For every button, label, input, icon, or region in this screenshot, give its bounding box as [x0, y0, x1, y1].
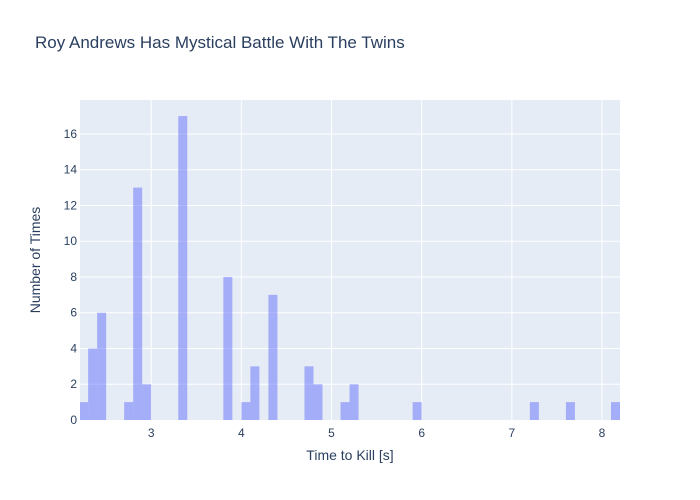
histogram-bar — [97, 312, 107, 420]
histogram-bar — [349, 384, 359, 420]
plot-background — [80, 100, 620, 420]
histogram-bar — [250, 366, 260, 420]
histogram-bar — [142, 384, 152, 420]
x-tick-label: 7 — [508, 426, 515, 440]
x-tick-label: 4 — [238, 426, 245, 440]
histogram-bar — [313, 384, 323, 420]
histogram-bar — [340, 402, 350, 420]
y-tick-label: 8 — [70, 270, 77, 284]
y-axis-ticks: 0 2 4 6 8 10 12 14 16 — [64, 127, 78, 427]
histogram-bar — [304, 366, 314, 420]
histogram-bar — [223, 276, 233, 420]
histogram-bar — [80, 402, 89, 420]
histogram-bar — [88, 348, 98, 420]
histogram-bar — [241, 402, 251, 420]
x-axis-title: Time to Kill [s] — [306, 447, 393, 463]
histogram-bar — [268, 294, 278, 420]
histogram-bar — [133, 187, 143, 420]
bars — [80, 116, 620, 420]
x-tick-label: 8 — [599, 426, 606, 440]
x-tick-label: 3 — [148, 426, 155, 440]
histogram-bar — [178, 116, 188, 420]
grid-lines — [80, 100, 620, 420]
y-tick-label: 2 — [70, 377, 77, 391]
y-tick-label: 4 — [70, 341, 77, 355]
histogram-bar — [529, 402, 539, 420]
histogram-bar — [412, 402, 422, 420]
x-tick-label: 6 — [418, 426, 425, 440]
x-tick-label: 5 — [328, 426, 335, 440]
histogram-bar — [124, 402, 134, 420]
y-tick-label: 10 — [64, 234, 78, 248]
x-axis-ticks: 3 4 5 6 7 8 — [148, 426, 606, 440]
y-tick-label: 6 — [70, 306, 77, 320]
y-axis-title: Number of Times — [27, 207, 43, 314]
histogram-bar — [565, 402, 575, 420]
chart-title: Roy Andrews Has Mystical Battle With The… — [35, 33, 405, 52]
y-tick-label: 0 — [70, 413, 77, 427]
y-tick-label: 16 — [64, 127, 78, 141]
y-tick-label: 14 — [64, 163, 78, 177]
y-tick-label: 12 — [64, 198, 78, 212]
histogram-bar — [610, 402, 620, 420]
